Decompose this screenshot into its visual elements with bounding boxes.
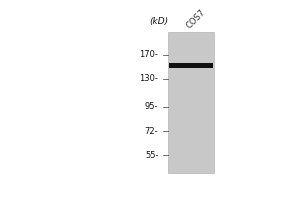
Text: 130-: 130- xyxy=(140,74,158,83)
FancyBboxPatch shape xyxy=(168,32,214,173)
Text: 55-: 55- xyxy=(145,151,158,160)
Text: (kD): (kD) xyxy=(149,17,168,26)
Text: 95-: 95- xyxy=(145,102,158,111)
Text: 72-: 72- xyxy=(145,127,158,136)
Text: COS7: COS7 xyxy=(184,7,207,30)
FancyBboxPatch shape xyxy=(169,63,213,68)
Text: 170-: 170- xyxy=(140,50,158,59)
